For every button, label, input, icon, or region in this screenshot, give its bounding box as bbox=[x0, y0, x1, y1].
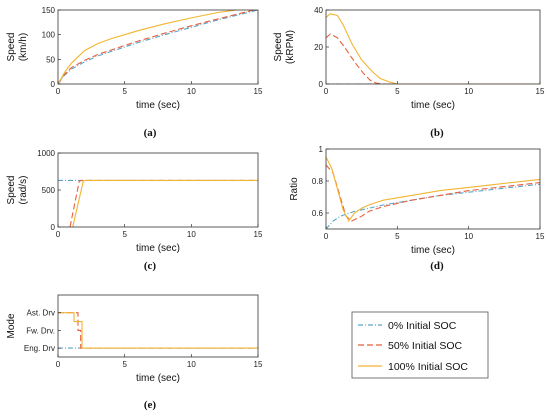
series-line-50-initial-soc-c bbox=[69, 179, 258, 227]
chart-b: 0 5 10 15 0 20 40 time (sec) Speed(kRPM) (b) bbox=[273, 6, 545, 139]
y-tick-label-c-2: 1000 bbox=[37, 149, 55, 158]
y-tick-label-c-0: 0 bbox=[51, 223, 56, 232]
series-line-50-initial-soc-d bbox=[326, 164, 540, 222]
series-line-0-initial-soc-d bbox=[326, 183, 540, 229]
legend-label-50-initial-soc: 50% Initial SOC bbox=[388, 340, 463, 352]
y-tick-label-b-1: 20 bbox=[314, 43, 323, 52]
y-tick-label-d-0: 0.6 bbox=[312, 209, 324, 218]
y-axis-label-part-a-1: (km/h) bbox=[18, 33, 29, 61]
axes-box-d bbox=[325, 148, 541, 230]
chart-caption-b: (b) bbox=[430, 127, 444, 139]
series-line-100-initial-soc-c bbox=[72, 179, 258, 227]
x-tick-label-b-2: 10 bbox=[464, 87, 473, 96]
y-tick-label-d-2: 1 bbox=[319, 145, 324, 154]
series-line-0-initial-soc-a bbox=[58, 10, 258, 84]
x-tick-label-a-2: 10 bbox=[187, 87, 196, 96]
chart-e: 0 5 10 15 Eng. Drv Fw. Drv. Ast. Drv time (sec)… bbox=[6, 294, 263, 411]
series-line-50-initial-soc-e bbox=[58, 312, 258, 349]
axes-box-a bbox=[57, 9, 259, 85]
y-axis-label-part-e-0: Mode bbox=[6, 313, 17, 338]
y-axis-label-e: Mode bbox=[6, 313, 17, 338]
x-tick-label-a-0: 0 bbox=[56, 87, 61, 96]
y-axis-label-d: Ratio bbox=[289, 177, 300, 201]
x-tick-label-c-3: 15 bbox=[254, 230, 263, 239]
series-group-a bbox=[58, 10, 258, 84]
x-tick-label-e-2: 10 bbox=[187, 360, 196, 369]
series-group-e bbox=[58, 312, 258, 349]
y-tick-label-e-1: Fw. Drv. bbox=[26, 326, 55, 335]
axes-box-e bbox=[57, 294, 259, 358]
chart-c: 0 5 10 15 0 500 1000 time (sec) Speed(rad/s) (c) bbox=[6, 149, 263, 272]
legend-label-100-initial-soc: 100% Initial SOC bbox=[388, 361, 468, 373]
y-tick-label-a-0: 0 bbox=[51, 80, 56, 89]
axes-box-c bbox=[57, 152, 259, 228]
legend-box bbox=[351, 311, 489, 379]
y-tick-label-e-0: Eng. Drv bbox=[24, 344, 55, 353]
y-axis-label-part-c-0: Speed bbox=[6, 176, 17, 205]
x-tick-label-c-0: 0 bbox=[56, 230, 61, 239]
x-tick-label-e-3: 15 bbox=[254, 360, 263, 369]
x-tick-label-b-1: 5 bbox=[395, 87, 400, 96]
series-line-100-initial-soc-e bbox=[58, 312, 258, 349]
x-axis-label-c: time (sec) bbox=[136, 243, 180, 254]
y-axis-label-b: Speed(kRPM) bbox=[273, 30, 296, 64]
x-tick-label-b-3: 15 bbox=[536, 87, 545, 96]
series-line-100-initial-soc-a bbox=[58, 10, 241, 84]
y-axis-label-a: Speed(km/h) bbox=[6, 33, 29, 62]
legend-label-0-initial-soc: 0% Initial SOC bbox=[388, 320, 457, 332]
y-axis-label-part-b-1: (kRPM) bbox=[285, 30, 296, 64]
series-line-100-initial-soc-d bbox=[326, 156, 540, 223]
y-axis-label-part-c-1: (rad/s) bbox=[18, 176, 29, 205]
y-tick-label-d-1: 0.8 bbox=[312, 177, 324, 186]
y-axis-label-part-a-0: Speed bbox=[6, 33, 17, 62]
x-tick-label-c-2: 10 bbox=[187, 230, 196, 239]
series-group-b bbox=[326, 13, 540, 84]
x-tick-label-d-0: 0 bbox=[324, 232, 329, 241]
y-tick-label-b-0: 0 bbox=[319, 80, 324, 89]
series-group-d bbox=[326, 156, 540, 229]
series-line-100-initial-soc-b bbox=[326, 13, 540, 84]
x-axis-label-d: time (sec) bbox=[411, 245, 455, 256]
chart-caption-a: (a) bbox=[144, 127, 157, 139]
axes-box-b bbox=[325, 9, 541, 85]
series-line-50-initial-soc-b bbox=[326, 33, 540, 84]
x-tick-label-d-3: 15 bbox=[536, 232, 545, 241]
x-tick-label-d-1: 5 bbox=[395, 232, 400, 241]
series-group-c bbox=[58, 179, 258, 227]
y-tick-label-c-1: 500 bbox=[42, 186, 56, 195]
chart-caption-d: (d) bbox=[430, 260, 444, 272]
legend: 0% Initial SOC 50% Initial SOC 100% Init… bbox=[351, 311, 489, 379]
y-tick-label-e-2: Ast. Drv bbox=[27, 309, 55, 318]
y-tick-label-a-2: 100 bbox=[42, 31, 56, 40]
series-line-50-initial-soc-a bbox=[58, 10, 257, 84]
y-axis-label-c: Speed(rad/s) bbox=[6, 176, 29, 205]
x-axis-label-a: time (sec) bbox=[136, 100, 180, 111]
chart-caption-e: (e) bbox=[144, 399, 157, 411]
x-axis-label-e: time (sec) bbox=[136, 373, 180, 384]
x-tick-label-e-1: 5 bbox=[122, 360, 127, 369]
chart-d: 0 5 10 15 0.6 0.8 1 time (sec) Ratio (d) bbox=[289, 145, 545, 272]
x-tick-label-d-2: 10 bbox=[464, 232, 473, 241]
x-tick-label-c-1: 5 bbox=[122, 230, 127, 239]
x-tick-label-b-0: 0 bbox=[324, 87, 329, 96]
y-axis-label-part-b-0: Speed bbox=[273, 33, 284, 62]
x-tick-label-a-3: 15 bbox=[254, 87, 263, 96]
y-tick-label-a-3: 150 bbox=[42, 6, 56, 15]
x-tick-label-e-0: 0 bbox=[56, 360, 61, 369]
x-tick-label-a-1: 5 bbox=[122, 87, 127, 96]
y-tick-label-b-2: 40 bbox=[314, 6, 323, 15]
chart-caption-c: (c) bbox=[144, 260, 157, 272]
y-axis-label-part-d-0: Ratio bbox=[289, 177, 300, 201]
x-axis-label-b: time (sec) bbox=[411, 100, 455, 111]
y-tick-label-a-1: 50 bbox=[46, 55, 55, 64]
